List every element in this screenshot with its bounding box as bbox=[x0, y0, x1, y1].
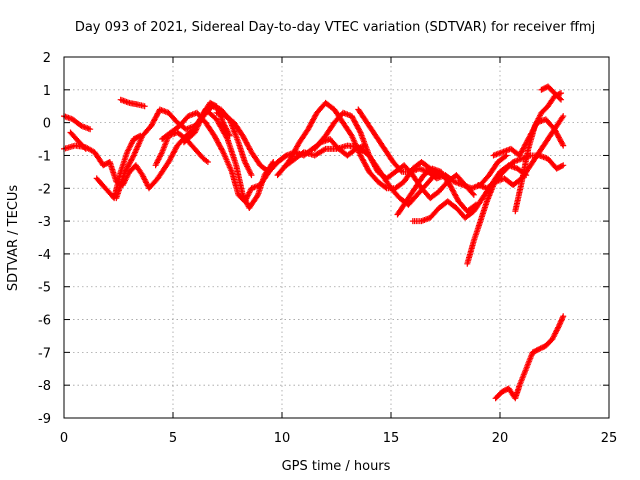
plot-frame bbox=[63, 56, 610, 419]
data-point-trail bbox=[152, 129, 211, 169]
y-tick-labels: -9 -8 -7 -6 -5 -4 -3 -2 -1 0 1 2 bbox=[38, 51, 51, 427]
y-tick-label: -6 bbox=[38, 314, 51, 329]
series-sat-n bbox=[355, 106, 510, 192]
y-axis-label: SDTVAR / TECUs bbox=[6, 185, 21, 292]
x-tick-label: 5 bbox=[169, 431, 177, 446]
y-tick-label: -8 bbox=[38, 379, 51, 394]
data-point-trail bbox=[311, 109, 477, 202]
series-sat-e bbox=[117, 96, 148, 110]
x-tick-label: 25 bbox=[601, 431, 618, 446]
data-point-trail bbox=[355, 106, 510, 192]
series-sat-g bbox=[152, 129, 211, 169]
x-tick-label: 10 bbox=[274, 431, 291, 446]
x-tick-labels: 0 5 10 15 20 25 bbox=[60, 431, 617, 446]
y-tick-label: -7 bbox=[38, 346, 51, 361]
y-tick-label: 0 bbox=[43, 117, 51, 132]
series-sat-t bbox=[512, 90, 565, 215]
data-points bbox=[61, 83, 567, 402]
x-tick-label: 0 bbox=[60, 431, 68, 446]
series-sat-u bbox=[538, 83, 565, 103]
x-axis-label: GPS time / hours bbox=[282, 459, 391, 474]
y-tick-label: -3 bbox=[38, 215, 51, 230]
data-point-trail bbox=[180, 106, 277, 211]
data-point-trail bbox=[492, 313, 567, 402]
series-sat-c bbox=[67, 129, 89, 152]
data-point-trail bbox=[117, 96, 148, 110]
data-point-trail bbox=[394, 165, 480, 218]
y-tick-label: 1 bbox=[43, 84, 51, 99]
y-tick-label: -2 bbox=[38, 182, 51, 197]
y-tick-label: -9 bbox=[38, 412, 51, 427]
series-sat-o bbox=[394, 165, 480, 218]
series-sat-v bbox=[492, 313, 567, 402]
data-point-trail bbox=[274, 99, 442, 192]
data-point-trail bbox=[113, 103, 255, 202]
series-sat-q bbox=[464, 152, 567, 267]
data-point-trail bbox=[67, 129, 89, 152]
series-sat-f bbox=[113, 103, 255, 202]
y-tick-label: -1 bbox=[38, 149, 51, 164]
series-sat-k bbox=[274, 99, 442, 192]
series-sat-m bbox=[311, 109, 477, 202]
data-point-trail bbox=[512, 90, 565, 215]
y-tick-label: -5 bbox=[38, 281, 51, 296]
y-tick-label: 2 bbox=[43, 51, 51, 66]
x-tick-label: 20 bbox=[492, 431, 509, 446]
data-point-trail bbox=[538, 83, 565, 103]
series-sat-i bbox=[180, 106, 277, 211]
data-point-trail bbox=[464, 152, 567, 267]
x-tick-label: 15 bbox=[383, 431, 400, 446]
y-tick-label: -4 bbox=[38, 248, 51, 263]
chart-title: Day 093 of 2021, Sidereal Day-to-day VTE… bbox=[75, 20, 595, 35]
